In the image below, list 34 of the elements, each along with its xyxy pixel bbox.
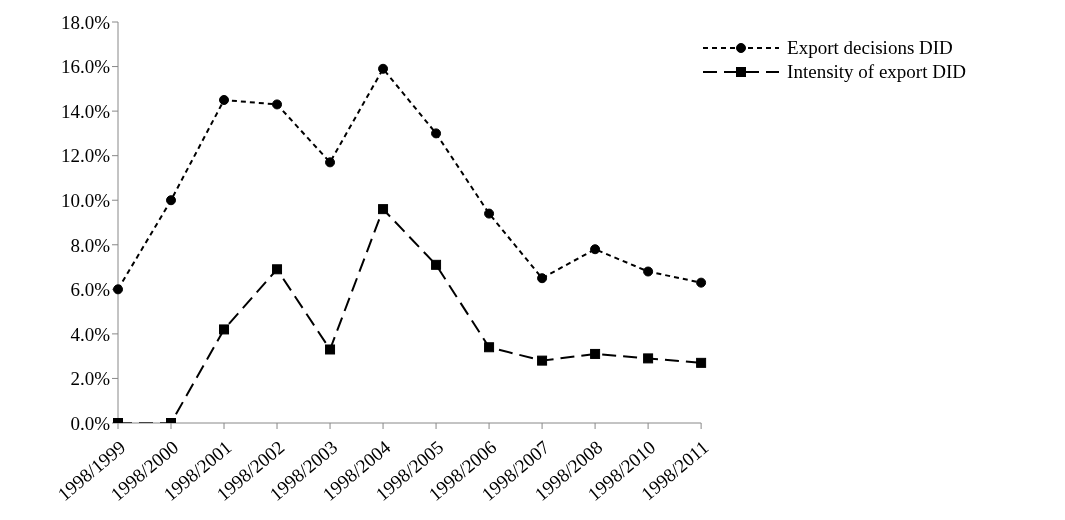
point [113,284,123,295]
point [590,348,601,359]
y-tick-label: 6.0% [70,279,111,301]
y-tick-label: 0.0% [70,412,111,434]
point [378,204,389,215]
point [537,273,548,284]
point [325,157,336,168]
point [325,344,336,355]
legend-label: Intensity of export DID [787,60,966,84]
y-tick-label: 14.0% [60,100,111,122]
point [484,208,495,219]
point [643,266,654,277]
y-tick-label: 2.0% [70,368,111,390]
y-tick-label: 18.0% [60,11,111,33]
point [272,99,283,110]
y-tick-label: 12.0% [60,145,111,167]
legend-label: Export decisions DID [787,36,953,60]
point [590,244,601,255]
point [431,128,442,139]
point [696,357,707,368]
y-tick-label: 4.0% [70,323,111,345]
y-tick-label: 8.0% [70,234,111,256]
point [219,324,230,335]
point [696,277,707,288]
point [378,63,389,74]
point [537,355,548,366]
y-tick-label: 16.0% [60,56,111,78]
point [166,195,177,206]
y-tick-label: 10.0% [60,189,111,211]
point [484,342,495,353]
point [431,259,442,270]
point [219,94,230,105]
point [272,264,283,275]
point [643,353,654,364]
